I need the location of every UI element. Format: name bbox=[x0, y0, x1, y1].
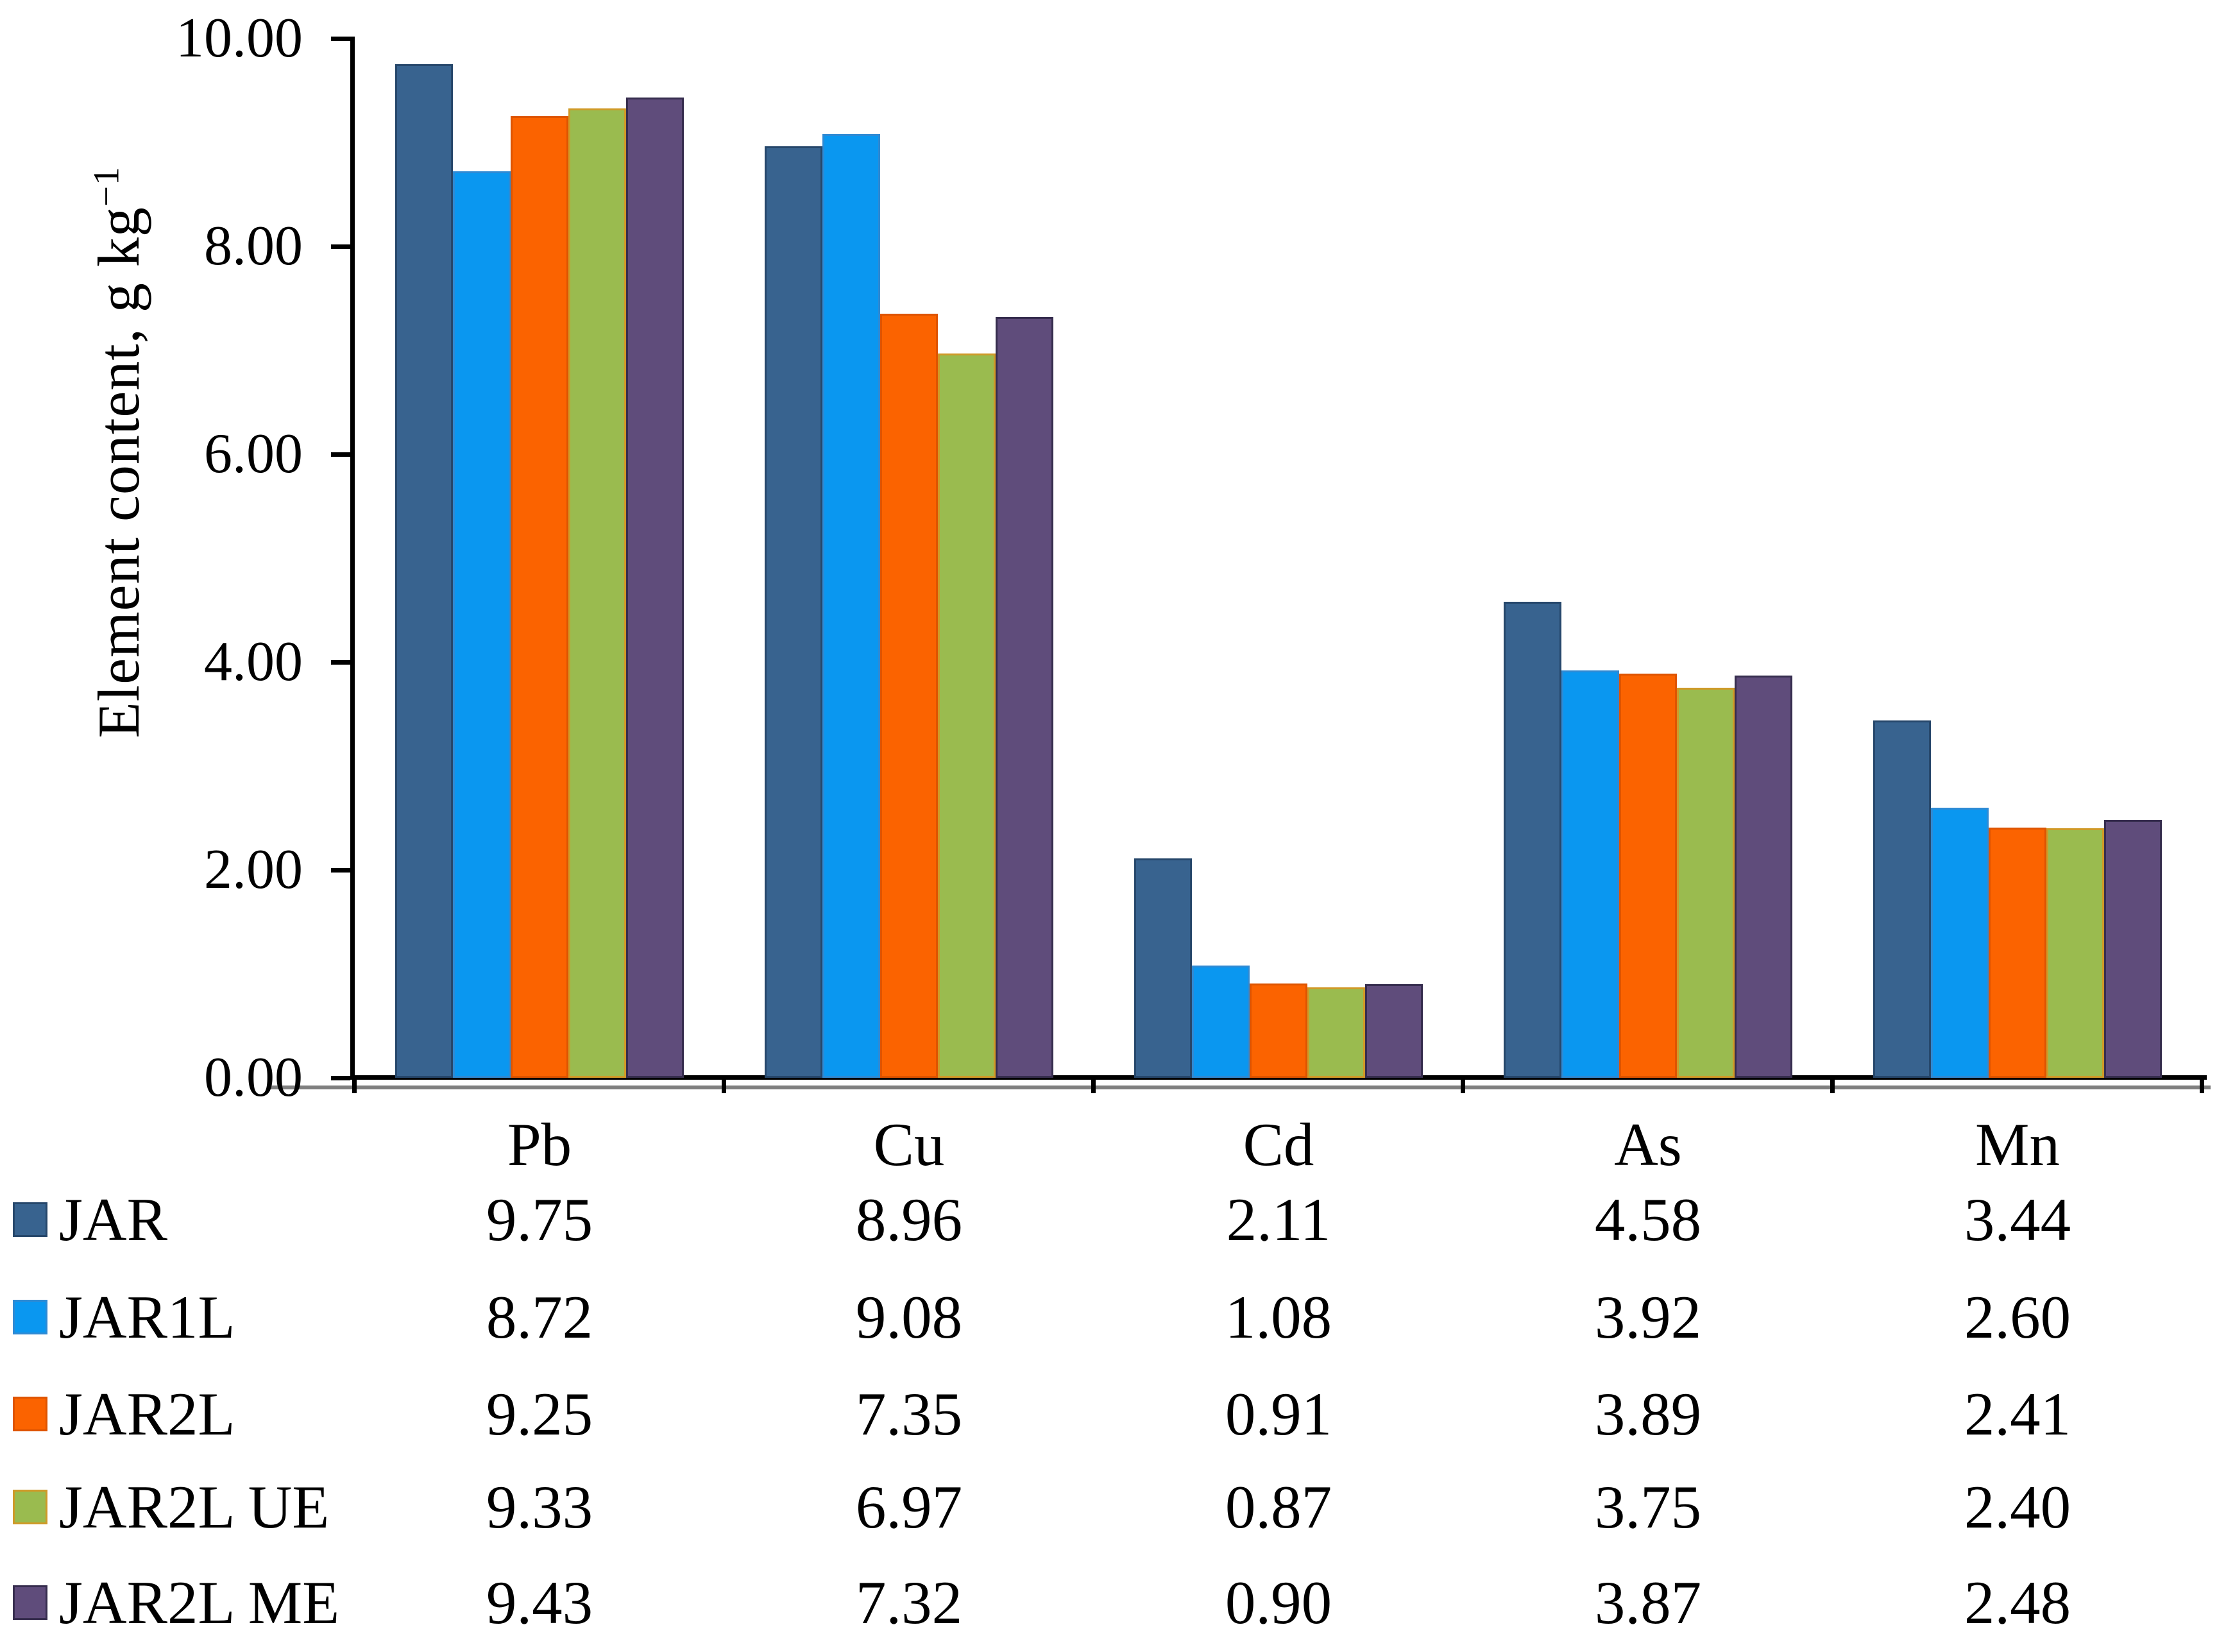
y-tick-label-4.00: 4.00 bbox=[204, 631, 303, 693]
value-cell-JAR2L-UE-Cu: 6.97 bbox=[855, 1473, 963, 1541]
bar-JAR-Mn bbox=[1873, 720, 1931, 1078]
value-cell-JAR-Pb: 9.75 bbox=[486, 1186, 593, 1254]
bar-JAR2L-Pb bbox=[511, 116, 568, 1078]
bar-JAR2L-Mn bbox=[1989, 828, 2046, 1078]
category-tick-mark-5 bbox=[2200, 1075, 2204, 1093]
bar-JAR2L-As bbox=[1619, 674, 1677, 1078]
y-tick-label-8.00: 8.00 bbox=[204, 215, 303, 277]
value-cell-JAR2L-ME-Cu: 7.32 bbox=[855, 1569, 963, 1637]
bar-JAR2L-ME-Cu bbox=[996, 317, 1053, 1078]
value-cell-JAR1L-Mn: 2.60 bbox=[1964, 1283, 2071, 1351]
bar-JAR2L-ME-Pb bbox=[626, 98, 684, 1078]
value-cell-JAR1L-Cd: 1.08 bbox=[1225, 1283, 1332, 1351]
y-tick-mark-4.00 bbox=[331, 660, 350, 665]
category-label-Cu: Cu bbox=[873, 1111, 945, 1179]
value-cell-JAR2L-UE-Pb: 9.33 bbox=[486, 1473, 593, 1541]
value-cell-JAR2L-Mn: 2.41 bbox=[1964, 1380, 2071, 1448]
value-cell-JAR2L-ME-Mn: 2.48 bbox=[1964, 1569, 2071, 1637]
y-axis-line bbox=[350, 37, 355, 1080]
category-tick-mark-4 bbox=[1830, 1075, 1835, 1093]
y-axis-title-superscript: −1 bbox=[86, 166, 127, 207]
category-label-Cd: Cd bbox=[1243, 1111, 1314, 1179]
bar-JAR1L-Cd bbox=[1192, 966, 1250, 1078]
bar-JAR2L-UE-Cu bbox=[938, 353, 996, 1078]
y-tick-mark-0.00 bbox=[331, 1076, 350, 1080]
y-tick-mark-6.00 bbox=[331, 452, 350, 457]
value-cell-JAR2L-ME-As: 3.87 bbox=[1594, 1569, 1702, 1637]
bar-JAR1L-As bbox=[1561, 670, 1619, 1078]
value-cell-JAR1L-As: 3.92 bbox=[1594, 1283, 1702, 1351]
value-cell-JAR-As: 4.58 bbox=[1594, 1186, 1702, 1254]
value-cell-JAR2L-Cd: 0.91 bbox=[1225, 1380, 1332, 1448]
bar-JAR2L-ME-Mn bbox=[2104, 820, 2162, 1078]
bar-JAR-Pb bbox=[395, 64, 453, 1078]
category-tick-mark-0 bbox=[352, 1075, 357, 1093]
bar-JAR2L-Cu bbox=[880, 314, 938, 1078]
legend-swatch-JAR2L bbox=[13, 1397, 47, 1431]
bar-JAR2L-UE-Pb bbox=[568, 108, 626, 1078]
bar-JAR2L-UE-As bbox=[1677, 688, 1735, 1078]
bar-JAR-Cd bbox=[1134, 858, 1192, 1078]
bar-JAR2L-ME-Cd bbox=[1365, 984, 1423, 1078]
y-tick-label-2.00: 2.00 bbox=[204, 839, 303, 901]
value-cell-JAR2L-UE-Mn: 2.40 bbox=[1964, 1473, 2071, 1541]
category-label-As: As bbox=[1614, 1111, 1682, 1179]
legend-swatch-JAR1L bbox=[13, 1300, 47, 1334]
value-cell-JAR2L-Pb: 9.25 bbox=[486, 1380, 593, 1448]
legend-label-JAR2L: JAR2L bbox=[59, 1380, 235, 1448]
value-cell-JAR2L-Cu: 7.35 bbox=[855, 1380, 963, 1448]
legend-swatch-JAR2L-ME bbox=[13, 1585, 47, 1620]
y-tick-label-10.00: 10.00 bbox=[176, 7, 303, 69]
value-cell-JAR-Cu: 8.96 bbox=[855, 1186, 963, 1254]
y-tick-label-0.00: 0.00 bbox=[204, 1046, 303, 1109]
bar-JAR-Cu bbox=[765, 146, 822, 1078]
category-label-Pb: Pb bbox=[507, 1111, 572, 1179]
bar-JAR-As bbox=[1504, 602, 1561, 1078]
table-top-border bbox=[269, 1086, 2211, 1089]
value-cell-JAR2L-ME-Cd: 0.90 bbox=[1225, 1569, 1332, 1637]
bar-JAR2L-ME-As bbox=[1735, 676, 1792, 1078]
value-cell-JAR-Cd: 2.11 bbox=[1226, 1186, 1331, 1254]
category-tick-mark-2 bbox=[1091, 1075, 1096, 1093]
y-tick-label-6.00: 6.00 bbox=[204, 423, 303, 485]
legend-swatch-JAR bbox=[13, 1202, 47, 1237]
category-tick-mark-3 bbox=[1461, 1075, 1465, 1093]
legend-label-JAR2L-UE: JAR2L UE bbox=[59, 1473, 330, 1541]
value-cell-JAR1L-Pb: 8.72 bbox=[486, 1283, 593, 1351]
y-tick-mark-10.00 bbox=[331, 37, 350, 41]
bar-JAR1L-Pb bbox=[453, 171, 511, 1078]
bar-JAR2L-Cd bbox=[1250, 984, 1307, 1078]
bar-JAR2L-UE-Mn bbox=[2046, 828, 2104, 1078]
value-cell-JAR2L-UE-As: 3.75 bbox=[1594, 1473, 1702, 1541]
value-cell-JAR-Mn: 3.44 bbox=[1964, 1186, 2071, 1254]
y-tick-mark-8.00 bbox=[331, 244, 350, 249]
value-cell-JAR1L-Cu: 9.08 bbox=[855, 1283, 963, 1351]
bar-JAR1L-Mn bbox=[1931, 808, 1989, 1078]
legend-label-JAR: JAR bbox=[59, 1186, 167, 1254]
category-tick-mark-1 bbox=[722, 1075, 726, 1093]
value-cell-JAR2L-ME-Pb: 9.43 bbox=[486, 1569, 593, 1637]
y-tick-mark-2.00 bbox=[331, 868, 350, 873]
legend-swatch-JAR2L-UE bbox=[13, 1490, 47, 1524]
category-label-Mn: Mn bbox=[1975, 1111, 2060, 1179]
legend-label-JAR1L: JAR1L bbox=[59, 1283, 235, 1351]
value-cell-JAR2L-UE-Cd: 0.87 bbox=[1225, 1473, 1332, 1541]
bar-JAR2L-UE-Cd bbox=[1307, 987, 1365, 1078]
value-cell-JAR2L-As: 3.89 bbox=[1594, 1380, 1702, 1448]
legend-label-JAR2L-ME: JAR2L ME bbox=[59, 1569, 340, 1637]
bar-JAR1L-Cu bbox=[822, 134, 880, 1078]
